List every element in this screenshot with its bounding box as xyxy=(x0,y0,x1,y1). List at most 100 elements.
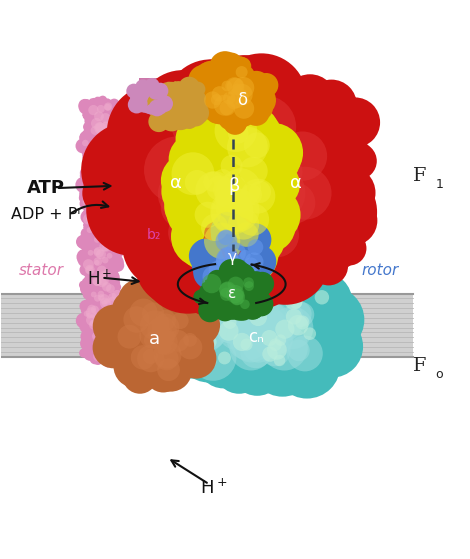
Circle shape xyxy=(279,226,306,253)
Circle shape xyxy=(239,285,266,313)
Circle shape xyxy=(209,260,228,280)
Circle shape xyxy=(94,134,137,177)
Circle shape xyxy=(232,299,255,321)
Circle shape xyxy=(104,159,114,169)
Circle shape xyxy=(112,236,125,248)
Polygon shape xyxy=(83,211,118,239)
Circle shape xyxy=(96,169,110,184)
Circle shape xyxy=(295,315,309,329)
Circle shape xyxy=(118,302,148,333)
Circle shape xyxy=(106,251,121,266)
Circle shape xyxy=(332,231,367,266)
Circle shape xyxy=(96,232,110,247)
Circle shape xyxy=(178,95,248,165)
Circle shape xyxy=(103,314,117,328)
Circle shape xyxy=(200,317,216,333)
Circle shape xyxy=(113,120,180,188)
Circle shape xyxy=(219,282,235,297)
Circle shape xyxy=(181,179,223,221)
Circle shape xyxy=(83,130,96,144)
Circle shape xyxy=(301,315,363,377)
Circle shape xyxy=(176,352,191,367)
Circle shape xyxy=(328,148,363,183)
Circle shape xyxy=(325,116,361,153)
Circle shape xyxy=(101,240,111,250)
Circle shape xyxy=(92,354,103,365)
Circle shape xyxy=(77,234,93,250)
Circle shape xyxy=(91,242,103,254)
Circle shape xyxy=(109,287,122,301)
Circle shape xyxy=(317,206,355,244)
Circle shape xyxy=(125,302,154,331)
Circle shape xyxy=(156,358,179,381)
Circle shape xyxy=(196,216,252,273)
Circle shape xyxy=(172,344,192,364)
Circle shape xyxy=(236,217,291,272)
Circle shape xyxy=(94,212,104,221)
Circle shape xyxy=(272,116,334,177)
Circle shape xyxy=(108,248,121,261)
Circle shape xyxy=(130,92,141,103)
Circle shape xyxy=(202,228,265,290)
Circle shape xyxy=(231,288,243,301)
Circle shape xyxy=(209,210,241,242)
Circle shape xyxy=(82,129,95,141)
Circle shape xyxy=(171,205,234,268)
Circle shape xyxy=(98,125,110,137)
Circle shape xyxy=(228,188,252,212)
Circle shape xyxy=(191,82,214,105)
Circle shape xyxy=(233,213,252,233)
Circle shape xyxy=(249,135,287,174)
Circle shape xyxy=(111,117,120,126)
Circle shape xyxy=(225,109,245,130)
Circle shape xyxy=(207,94,227,114)
Circle shape xyxy=(245,216,268,240)
Circle shape xyxy=(216,247,269,299)
Circle shape xyxy=(99,116,110,127)
Circle shape xyxy=(245,115,333,203)
Circle shape xyxy=(293,162,321,190)
Circle shape xyxy=(236,169,330,263)
Circle shape xyxy=(80,170,91,182)
Circle shape xyxy=(211,249,225,264)
Circle shape xyxy=(287,325,329,367)
Circle shape xyxy=(112,259,124,272)
Circle shape xyxy=(204,230,226,252)
Circle shape xyxy=(218,230,234,245)
Circle shape xyxy=(103,216,113,226)
Circle shape xyxy=(282,179,313,210)
Circle shape xyxy=(233,355,267,389)
Circle shape xyxy=(229,228,242,240)
Text: F: F xyxy=(413,357,427,375)
Circle shape xyxy=(258,116,315,173)
Circle shape xyxy=(177,279,227,329)
Circle shape xyxy=(240,196,335,290)
Circle shape xyxy=(196,67,223,93)
Circle shape xyxy=(248,221,267,240)
Circle shape xyxy=(233,57,251,75)
Circle shape xyxy=(180,122,235,176)
Circle shape xyxy=(220,304,266,349)
Circle shape xyxy=(133,97,148,112)
Circle shape xyxy=(173,115,187,130)
Circle shape xyxy=(96,339,102,345)
Circle shape xyxy=(152,83,168,99)
Circle shape xyxy=(91,292,97,297)
Circle shape xyxy=(83,249,99,265)
Circle shape xyxy=(231,206,274,249)
Circle shape xyxy=(195,233,223,261)
Circle shape xyxy=(108,196,143,231)
Circle shape xyxy=(173,297,189,312)
Text: ATP: ATP xyxy=(26,179,64,197)
Polygon shape xyxy=(85,108,120,136)
Circle shape xyxy=(91,241,107,257)
Circle shape xyxy=(79,300,92,312)
Circle shape xyxy=(256,112,350,205)
Circle shape xyxy=(316,143,357,183)
Circle shape xyxy=(200,200,242,242)
Circle shape xyxy=(93,322,102,330)
Circle shape xyxy=(88,211,101,224)
Circle shape xyxy=(240,337,272,368)
Circle shape xyxy=(108,118,121,132)
Circle shape xyxy=(106,255,120,269)
